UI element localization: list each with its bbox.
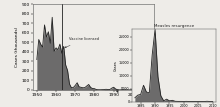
Y-axis label: Cases: Cases <box>114 60 118 71</box>
Text: Vaccine licensed: Vaccine licensed <box>65 37 99 48</box>
Y-axis label: Cases (thousands): Cases (thousands) <box>15 27 19 67</box>
Title: Measles resurgence: Measles resurgence <box>154 24 194 28</box>
